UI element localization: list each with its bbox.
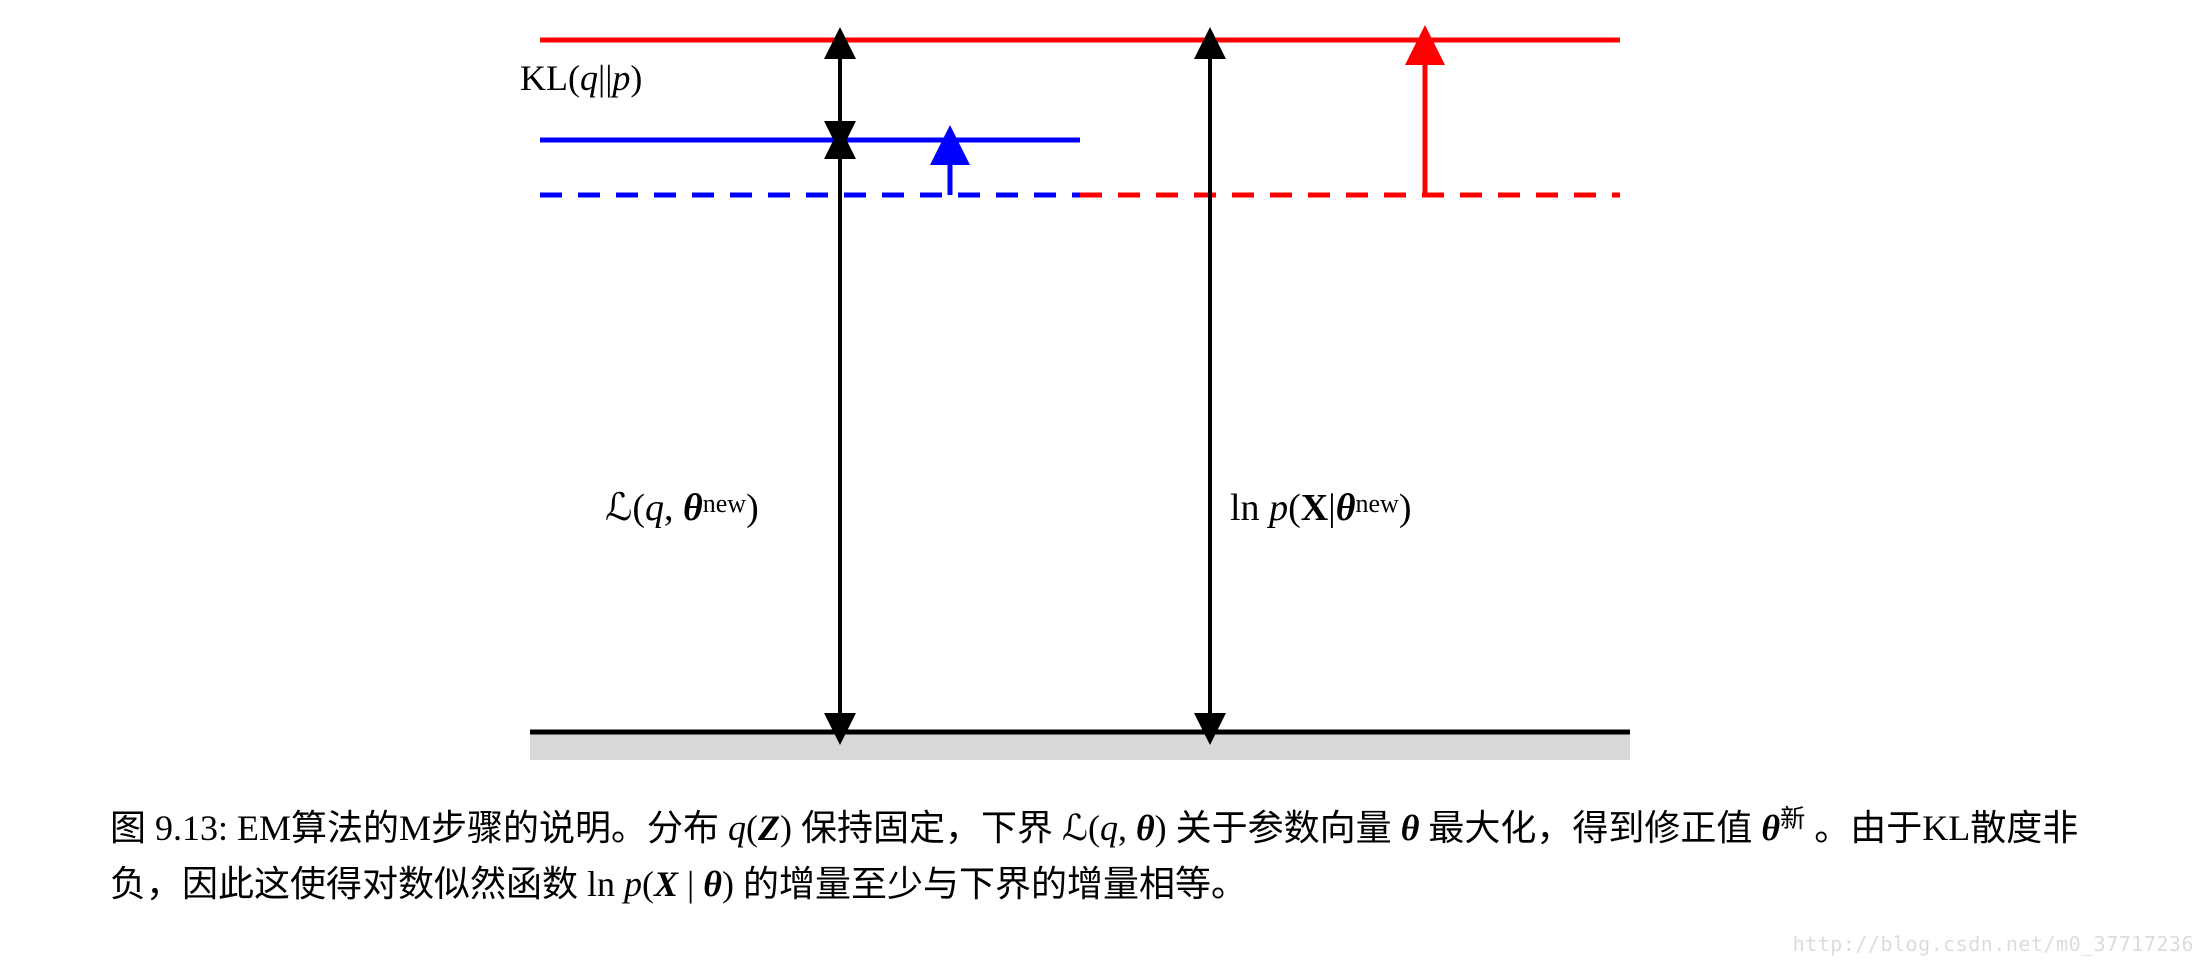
caption-qZ: q(Z) xyxy=(728,808,792,848)
caption-t2: 保持固定，下界 xyxy=(801,808,1053,848)
ground-band xyxy=(530,732,1630,760)
em-mstep-diagram: KL(q||p) ℒ(q, θnew) ln p(X|θnew) xyxy=(520,20,1640,800)
caption-lnp: ln p(X | θ) xyxy=(587,864,734,904)
caption-t3: 关于参数向量 xyxy=(1176,808,1392,848)
caption-t6: 的增量至少与下界的增量相等。 xyxy=(743,864,1247,904)
lnp-label: ln p(X|θnew) xyxy=(1230,487,1412,529)
caption-theta: θ xyxy=(1401,808,1420,848)
caption-t1: EM算法的M步骤的说明。分布 xyxy=(237,808,719,848)
figure-caption: 图 9.13: EM算法的M步骤的说明。分布 q(Z) 保持固定，下界 ℒ(q,… xyxy=(110,800,2110,913)
caption-Lq: ℒ(q, θ) xyxy=(1062,808,1167,848)
L-label: ℒ(q, θnew) xyxy=(605,487,759,529)
caption-prefix: 图 9.13: xyxy=(110,808,237,848)
caption-t4: 最大化，得到修正值 xyxy=(1428,808,1752,848)
caption-theta-new: θ新 xyxy=(1761,808,1805,848)
kl-label: KL(q||p) xyxy=(520,58,642,98)
page: KL(q||p) ℒ(q, θnew) ln p(X|θnew) 图 9.13:… xyxy=(0,0,2208,962)
watermark: http://blog.csdn.net/m0_37717236 xyxy=(1793,932,2194,956)
